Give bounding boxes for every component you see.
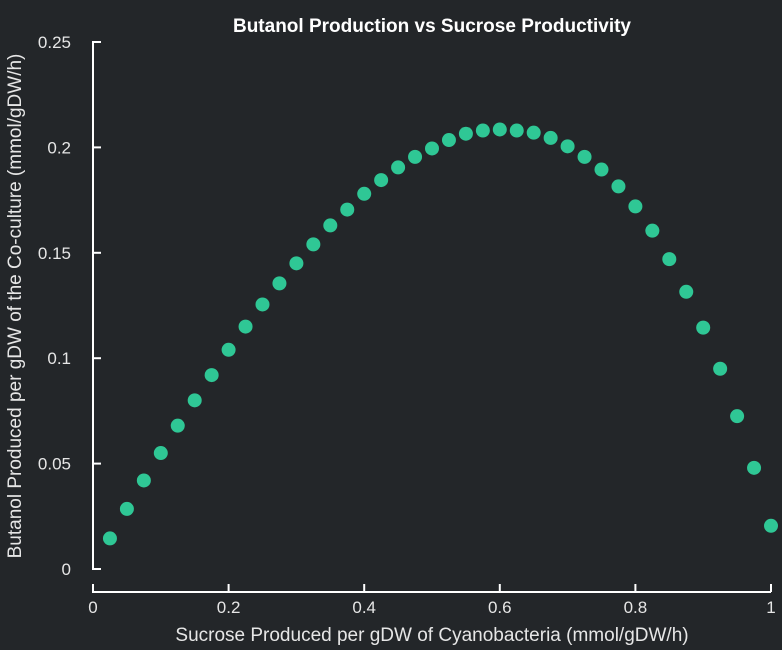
data-point [509,123,524,138]
data-point [357,186,372,201]
x-ticks: 0 0.2 0.4 0.6 0.8 1 [88,584,776,617]
data-point [221,342,236,357]
data-point [543,130,558,145]
data-point [696,320,711,335]
data-point [577,149,592,164]
y-tick-label: 0.25 [38,33,71,52]
x-tick-label: 1 [766,598,775,617]
data-points [102,122,778,546]
data-point [730,409,745,424]
data-point [204,368,219,383]
y-tick-label: 0 [62,560,71,579]
data-point [441,133,456,148]
data-point [136,473,151,488]
data-point [560,139,575,154]
data-point [713,361,728,376]
data-point [594,162,609,177]
data-point [374,173,389,188]
data-point [170,418,185,433]
data-point [611,179,626,194]
data-point [391,160,406,175]
data-point [747,460,762,475]
data-point [255,297,270,312]
data-point [238,319,253,334]
data-point [323,218,338,233]
data-point [764,518,778,533]
data-point [102,531,117,546]
x-tick-label: 0.4 [352,598,376,617]
x-tick-label: 0.8 [624,598,648,617]
data-point [662,252,677,267]
x-tick-label: 0 [88,598,97,617]
data-point [153,446,168,461]
y-tick-label: 0.1 [47,349,71,368]
data-point [272,276,287,291]
y-axis-label: Butanol Produced per gDW of the Co-cultu… [5,54,26,559]
data-point [340,202,355,217]
y-tick-label: 0.2 [47,138,71,157]
data-point [425,141,439,156]
data-point [645,223,660,238]
x-tick-label: 0.6 [488,598,512,617]
data-point [628,199,643,214]
y-tick-label: 0.15 [38,244,71,263]
data-point [408,149,423,164]
data-point [679,284,694,299]
data-point [187,393,202,408]
axes [92,41,771,593]
data-point [458,126,473,141]
chart-title: Butanol Production vs Sucrose Productivi… [233,16,631,37]
x-axis-label: Sucrose Produced per gDW of Cyanobacteri… [175,625,688,646]
data-point [526,125,541,140]
data-point [289,256,304,271]
data-point [306,237,321,252]
data-point [475,123,490,138]
y-tick-label: 0.05 [38,455,71,474]
y-ticks: 0 0.05 0.1 0.15 0.2 0.25 [38,33,101,579]
x-tick-label: 0.2 [217,598,241,617]
data-point [119,501,134,516]
data-point [492,122,507,137]
